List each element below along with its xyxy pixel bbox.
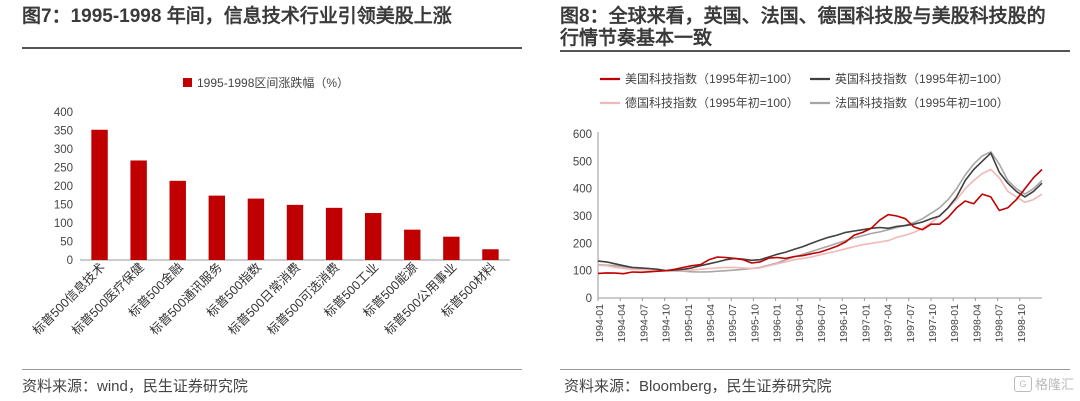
y-tick-label: 0 <box>586 293 592 305</box>
x-tick-label: 1995-01 <box>683 304 695 343</box>
x-tick-label: 1998-04 <box>971 304 983 343</box>
right-figure-panel: 图8：全球来看，英国、法国、德国科技股与美股科技股的行情节奏基本一致 美国科技指… <box>548 0 1080 401</box>
y-tick-label: 600 <box>573 129 592 141</box>
y-tick-label: 0 <box>67 255 73 267</box>
legend-label: 1995-1998区间涨跌幅（%） <box>197 75 349 90</box>
y-tick-label: 200 <box>54 181 73 193</box>
right-figure-title: 图8：全球来看，英国、法国、德国科技股与美股科技股的行情节奏基本一致 <box>560 6 1046 49</box>
x-tick-label: 标普500医疗保健 <box>69 260 147 338</box>
bar <box>130 160 147 260</box>
bar <box>169 180 186 260</box>
legend-label: 法国科技指数（1995年初=100） <box>835 95 1009 110</box>
y-tick-label: 350 <box>54 126 73 138</box>
right-title-rule <box>560 50 1070 52</box>
left-source-text: 资料来源：wind，民生证券研究院 <box>22 378 248 395</box>
bar <box>247 198 265 260</box>
x-tick-label: 1996-07 <box>816 304 828 343</box>
y-tick-label: 400 <box>54 107 73 119</box>
x-tick-label: 1997-10 <box>927 304 939 343</box>
x-tick-label: 1998-10 <box>1016 304 1028 343</box>
x-tick-label: 1997-04 <box>883 304 895 343</box>
bar <box>443 236 460 260</box>
legend-label: 美国科技指数（1995年初=100） <box>625 71 799 86</box>
left-title-rule <box>22 47 522 49</box>
series-line <box>597 151 1043 273</box>
x-tick-label: 1995-10 <box>749 304 761 343</box>
x-tick-label: 1996-01 <box>772 304 784 343</box>
logo-badge-icon: G <box>1013 375 1032 392</box>
bar <box>286 204 304 260</box>
bar <box>482 249 499 260</box>
x-tick-label: 1996-10 <box>838 304 850 343</box>
bar <box>208 195 226 260</box>
bar <box>91 129 108 260</box>
watermark: G 格隆汇 <box>1013 374 1074 393</box>
left-figure-panel: 图7：1995-1998 年间，信息技术行业引领美股上涨 1995-1998区间… <box>0 0 530 401</box>
x-tick-label: 1996-04 <box>794 304 806 343</box>
x-tick-label: 标普500信息技术 <box>29 259 108 338</box>
x-tick-label: 标普500公用事业 <box>382 260 460 338</box>
x-tick-label: 1998-07 <box>994 304 1006 343</box>
x-tick-label: 1997-01 <box>860 304 872 343</box>
legend-swatch <box>183 78 192 87</box>
x-tick-label: 标普500日常消费 <box>225 260 303 338</box>
bar-chart: 1995-1998区间涨跌幅（%） 0 50 100 150 200 250 300 350 40… <box>29 75 510 338</box>
y-tick-label: 100 <box>573 266 592 278</box>
y-tick-label: 100 <box>54 218 73 230</box>
line-chart: 美国科技指数（1995年初=100） 英国科技指数（1995年初=100） 德国科技… <box>573 71 1043 343</box>
y-tick-label: 200 <box>573 238 592 250</box>
y-tick-label: 400 <box>573 184 592 196</box>
bar <box>325 207 343 260</box>
legend-label: 英国科技指数（1995年初=100） <box>835 71 1009 86</box>
series-line <box>597 168 1043 272</box>
x-tick-label: 1998-01 <box>949 304 961 343</box>
y-tick-label: 50 <box>60 237 73 249</box>
y-tick-label: 250 <box>54 163 73 175</box>
x-tick-label: 1994-10 <box>661 304 673 343</box>
x-tick-label: 1995-04 <box>705 304 717 343</box>
series-line <box>597 168 1043 275</box>
left-source-rule <box>22 369 522 370</box>
legend-label: 德国科技指数（1995年初=100） <box>625 95 799 110</box>
y-tick-label: 150 <box>54 200 73 212</box>
left-figure-title: 图7：1995-1998 年间，信息技术行业引领美股上涨 <box>22 6 452 27</box>
x-tick-label: 1994-01 <box>594 304 606 343</box>
x-tick-label: 1994-04 <box>616 304 628 343</box>
y-tick-label: 300 <box>573 211 592 223</box>
bar <box>364 213 382 260</box>
right-source-rule <box>560 369 1070 370</box>
x-tick-label: 1995-07 <box>727 304 739 343</box>
y-tick-label: 500 <box>573 156 592 168</box>
x-tick-label: 1997-07 <box>905 304 917 343</box>
x-tick-label: 标普500通讯服务 <box>147 260 225 338</box>
right-source-text: 资料来源：Bloomberg，民生证券研究院 <box>564 378 832 395</box>
x-tick-label: 1994-07 <box>638 304 650 343</box>
series-line <box>597 152 1043 272</box>
y-tick-label: 300 <box>54 144 73 156</box>
x-tick-label: 标普500可选消费 <box>265 260 343 338</box>
bar <box>404 229 421 260</box>
watermark-text: 格隆汇 <box>1034 377 1074 392</box>
